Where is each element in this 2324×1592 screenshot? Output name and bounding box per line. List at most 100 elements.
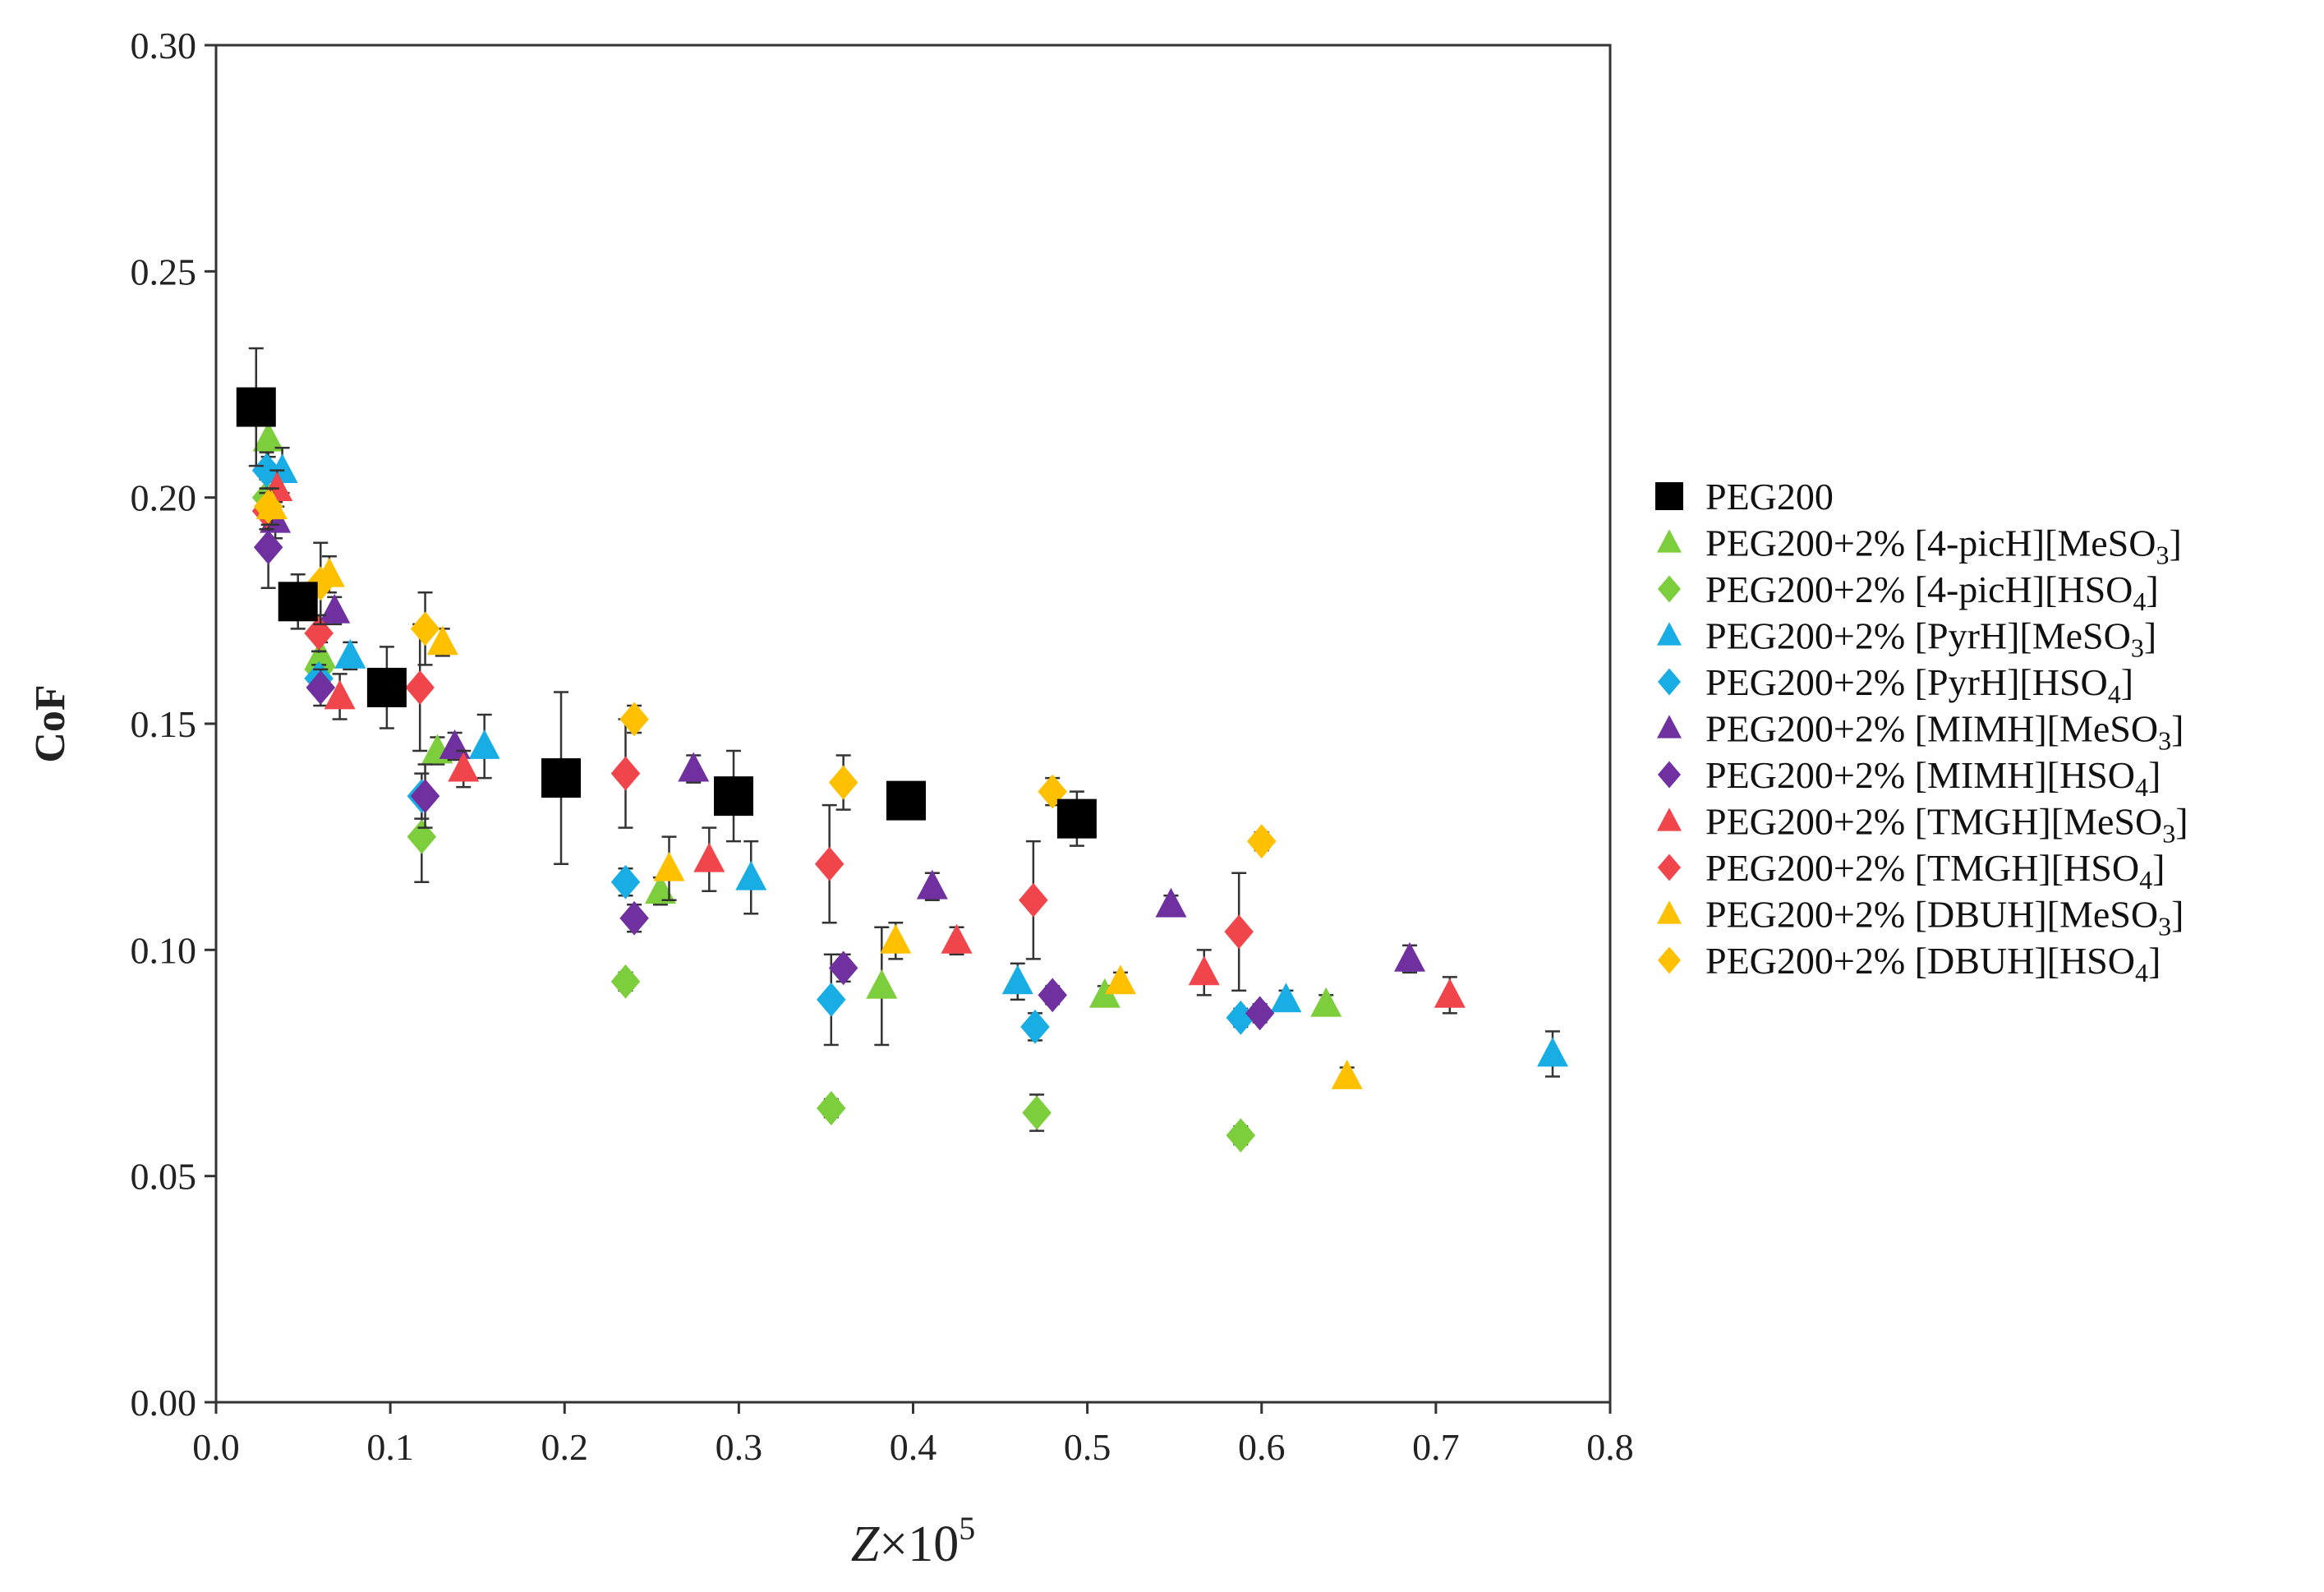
legend-marker [1657,529,1682,553]
data-point-diamond [1246,824,1277,859]
legend-marker [1657,900,1682,924]
data-point-diamond [1245,996,1275,1031]
data-point-triangle [439,729,471,759]
data-point-triangle [1001,964,1033,995]
legend-label-sub: 4 [2139,865,2152,895]
legend-label-main: PEG200+2% [PyrH][HSO [1705,661,2108,703]
legend-marker [1657,854,1682,881]
legend-marker [1655,482,1683,510]
data-point-triangle [678,752,710,782]
data-point-triangle [653,851,685,881]
legend-label-main: PEG200+2% [MIMH][HSO [1705,754,2135,796]
legend-label-sub: 3 [2158,912,2171,941]
legend-label-sub: 4 [2108,679,2121,709]
legend-entry-3: PEG200+2% [PyrH][MeSO3] [1657,615,2156,663]
legend-marker [1657,715,1682,738]
legend-label-tail: ] [2146,568,2158,610]
legend-entry-8: PEG200+2% [TMGH][HSO4] [1657,847,2165,895]
data-point-triangle [426,625,458,656]
x-tick-label: 0.3 [716,1426,763,1468]
legend-label: PEG200+2% [TMGH][HSO4] [1705,847,2165,895]
legend-label-sub: 3 [2158,726,2171,756]
legend-label-main: PEG200+2% [MIMH][MeSO [1705,708,2158,750]
data-point-diamond [814,846,844,881]
series-1 [252,419,1342,1047]
x-axis-title-var: Z [851,1516,880,1572]
data-point-triangle [334,638,366,669]
legend-label-tail: ] [2171,708,2184,750]
legend-label-sub: 3 [2131,633,2144,663]
data-point-diamond [828,950,858,986]
legend-label: PEG200+2% [4-picH][MeSO3] [1705,522,2182,570]
legend-marker [1657,668,1682,696]
data-point-diamond [407,819,437,854]
y-tick-label: 0.30 [131,25,197,67]
y-tick-label: 0.25 [131,251,197,292]
data-point-triangle [448,752,480,782]
legend-label: PEG200+2% [PyrH][HSO4] [1705,661,2133,709]
legend-label-tail: ] [2152,847,2165,889]
y-tick-label: 0.15 [131,703,197,745]
data-point-triangle [880,923,912,954]
data-point-square [366,667,407,707]
legend-label-sub: 4 [2135,958,2148,987]
legend-entry-7: PEG200+2% [TMGH][MeSO3] [1657,801,2188,849]
data-point-square [1056,798,1097,839]
legend-label-tail: ] [2148,754,2161,796]
data-point-triangle [1088,978,1121,1008]
legend-label: PEG200+2% [TMGH][MeSO3] [1705,801,2188,849]
data-point-diamond [610,964,641,999]
plot-area [236,347,1568,1153]
data-point-diamond [1022,1095,1052,1130]
data-point-triangle [1310,987,1342,1017]
data-point-square [278,582,318,622]
legend-label-main: PEG200+2% [DBUH][HSO [1705,940,2135,982]
y-tick-label: 0.10 [131,929,197,971]
legend-label-main: PEG200+2% [4-picH][MeSO [1705,522,2156,564]
series-0 [236,347,1097,865]
data-point-triangle [1434,978,1466,1008]
data-point-diamond [610,756,641,791]
data-point-triangle [693,842,725,872]
legend-label: PEG200+2% [DBUH][MeSO3] [1705,894,2184,941]
x-axis-title: Z×105 [851,1510,975,1572]
data-point-diamond [610,864,641,900]
data-point-diamond [1019,882,1048,918]
data-point-diamond [828,765,858,800]
data-point-diamond [1020,1010,1050,1044]
legend-label-main: PEG200+2% [PyrH][MeSO [1705,615,2131,657]
series-9 [255,487,1363,1089]
legend-entry-1: PEG200+2% [4-picH][MeSO3] [1657,522,2182,570]
legend-entry-4: PEG200+2% [PyrH][HSO4] [1657,661,2133,709]
data-point-triangle [1155,887,1187,918]
y-tick-label: 0.00 [131,1382,197,1424]
legend-label-sub: 3 [2156,541,2169,570]
data-point-diamond [1038,774,1067,809]
series-7 [261,469,1466,1015]
y-tick-label: 0.20 [131,477,197,519]
data-point-diamond [619,900,649,936]
data-point-triangle [1394,941,1426,972]
legend-entry-5: PEG200+2% [MIMH][MeSO3] [1657,708,2184,756]
x-axis-title-exp: 5 [959,1510,975,1547]
data-point-triangle [1188,955,1220,986]
data-point-square [541,758,582,798]
data-point-triangle [941,923,973,954]
x-tick-label: 0.1 [366,1426,414,1468]
data-point-triangle [866,969,898,999]
data-point-square [236,387,276,427]
data-point-square [714,776,754,817]
legend-label-main: PEG200 [1705,476,1834,518]
legend-marker [1657,622,1682,646]
legend-label: PEG200+2% [MIMH][MeSO3] [1705,708,2184,756]
legend-label-tail: ] [2144,615,2156,657]
legend-label-main: PEG200+2% [TMGH][HSO [1705,847,2139,889]
series-6 [253,505,1275,1031]
y-tick-label: 0.05 [131,1156,197,1198]
data-point-diamond [817,982,846,1017]
legend-label-main: PEG200+2% [4-picH][HSO [1705,568,2133,610]
series-10 [253,487,1277,859]
legend-label-main: PEG200+2% [DBUH][MeSO [1705,894,2158,936]
